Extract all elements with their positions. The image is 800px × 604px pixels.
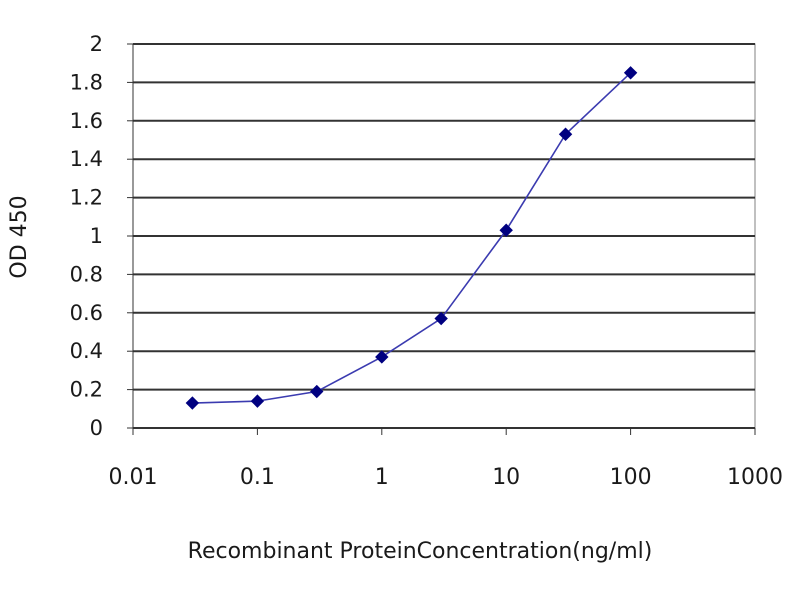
series-line [192,72,632,404]
x-tick-label: 0.1 [240,465,275,490]
y-tick-label: 1.2 [70,186,103,210]
y-tick-label: 0.8 [70,262,103,286]
data-point [623,66,638,80]
data-point [499,223,513,237]
axes [127,43,756,435]
data-point [558,127,573,141]
y-tick-label: 1 [90,224,103,248]
y-tick-label: 2 [90,32,103,56]
x-tick-label: 1 [375,465,389,490]
data-point [185,396,200,410]
x-tick-label: 1000 [727,465,783,490]
y-tick-labels: 0 0.2 0.4 0.6 0.8 1 1.2 1.4 1.6 1.8 2 [70,32,103,440]
data-point [375,350,389,364]
data-point [434,311,448,326]
x-axis-title: Recombinant ProteinConcentration(ng/ml) [188,539,653,564]
x-tick-label: 0.01 [109,465,158,490]
y-tick-label: 1.4 [70,147,103,171]
series-layer [185,66,638,410]
data-point [310,384,324,399]
grid-lines [133,43,755,391]
y-tick-label: 0.2 [70,378,103,402]
y-tick-label: 1.6 [70,109,103,133]
y-axis-title: OD 450 [7,195,32,278]
x-tick-label: 100 [610,465,652,490]
y-tick-label: 0.6 [70,301,103,325]
data-point [250,394,265,408]
y-tick-label: 1.8 [70,70,103,94]
x-tick-labels: 0.01 0.1 1 10 100 1000 [109,465,783,490]
y-tick-label: 0 [90,416,103,440]
x-tick-label: 10 [492,465,520,490]
y-tick-label: 0.4 [70,339,103,363]
